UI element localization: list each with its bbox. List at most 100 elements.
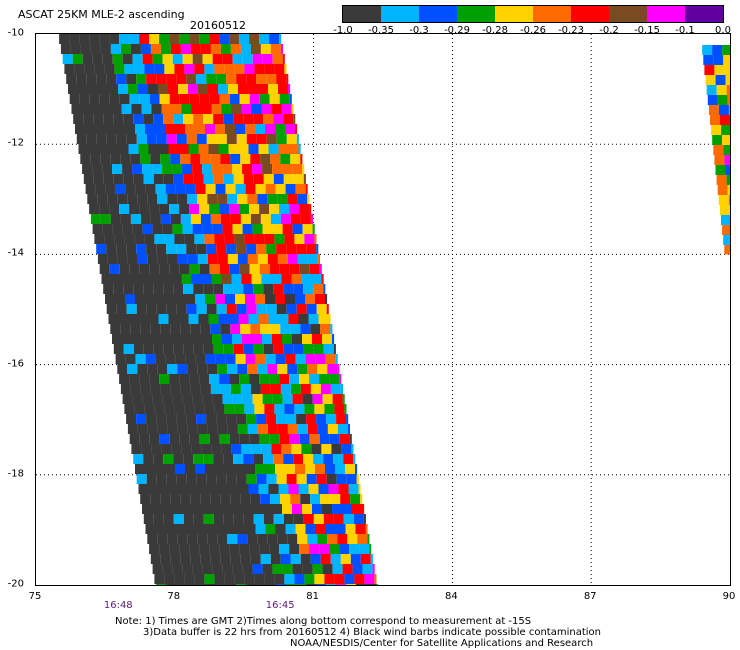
- heatmap-cell: [259, 264, 270, 274]
- heatmap-cell: [203, 284, 214, 294]
- heatmap-cell: [68, 84, 78, 94]
- heatmap-cell: [337, 534, 348, 544]
- heatmap-cell: [250, 44, 261, 54]
- heatmap-cell: [184, 64, 195, 74]
- heatmap-cell: [179, 34, 190, 44]
- heatmap-cell: [118, 144, 129, 154]
- heatmap-cell: [127, 194, 138, 204]
- heatmap-cell: [138, 144, 149, 154]
- heatmap-cell: [317, 364, 328, 374]
- heatmap-cell: [313, 344, 324, 354]
- heatmap-cell: [208, 484, 219, 494]
- heatmap-cell: [237, 194, 248, 204]
- heatmap-cell: [152, 54, 163, 64]
- heatmap-cell: [323, 284, 326, 294]
- heatmap-cell: [201, 274, 212, 284]
- heatmap-cell: [272, 164, 283, 174]
- heatmap-cell: [166, 134, 177, 144]
- heatmap-cell: [727, 185, 730, 195]
- heatmap-cell: [274, 574, 285, 584]
- heatmap-cell: [119, 34, 130, 44]
- heatmap-cell: [249, 34, 260, 44]
- heatmap-cell: [726, 85, 730, 95]
- heatmap-cell: [92, 164, 103, 174]
- heatmap-cell: [147, 534, 158, 544]
- heatmap-cell: [236, 244, 247, 254]
- heatmap-cell: [166, 244, 177, 254]
- heatmap-cell: [142, 504, 152, 514]
- heatmap-cell: [146, 74, 157, 84]
- heatmap-cell: [266, 414, 277, 424]
- heatmap-cell: [118, 314, 129, 324]
- heatmap-cell: [104, 64, 115, 74]
- heatmap-cell: [149, 434, 160, 444]
- heatmap-cell: [317, 424, 328, 434]
- heatmap-cell: [235, 124, 245, 134]
- heatmap-cell: [168, 484, 179, 494]
- heatmap-cell: [83, 174, 94, 184]
- heatmap-cell: [356, 584, 367, 585]
- heatmap-cell: [182, 394, 193, 404]
- heatmap-cell: [245, 524, 256, 534]
- heatmap-cell: [173, 174, 184, 184]
- heatmap-cell: [132, 164, 143, 174]
- heatmap-cell: [240, 494, 251, 504]
- heatmap-cell: [259, 434, 270, 444]
- heatmap-cell: [164, 64, 175, 74]
- heatmap-cell: [296, 414, 307, 424]
- heatmap-cell: [316, 304, 327, 314]
- heatmap-cell: [89, 204, 100, 214]
- heatmap-cell: [101, 104, 112, 114]
- heatmap-cell: [184, 234, 195, 244]
- heatmap-cell: [334, 404, 345, 414]
- heatmap-cell: [319, 264, 322, 274]
- heatmap-cell: [194, 404, 205, 414]
- heatmap-cell: [142, 334, 152, 344]
- heatmap-cell: [230, 384, 241, 394]
- heatmap-cell: [226, 474, 237, 484]
- heatmap-cell: [119, 204, 130, 214]
- heatmap-cell: [173, 284, 184, 294]
- heatmap-cell: [297, 254, 308, 264]
- heatmap-cell: [343, 454, 354, 464]
- heatmap-cell: [242, 54, 253, 64]
- heatmap-cell: [705, 75, 716, 85]
- heatmap-cell: [298, 314, 309, 324]
- heatmap-cell: [276, 244, 287, 254]
- heatmap-cell: [60, 44, 71, 54]
- heatmap-cell: [239, 94, 250, 104]
- heatmap-cell: [155, 524, 166, 534]
- heatmap-cell: [76, 74, 87, 84]
- heatmap-cell: [123, 114, 134, 124]
- heatmap-cell: [223, 114, 234, 124]
- heatmap-cell: [303, 284, 314, 294]
- heatmap-cell: [289, 204, 300, 214]
- heatmap-cell: [73, 114, 84, 124]
- heatmap-cell: [256, 304, 267, 314]
- heatmap-cell: [197, 254, 208, 264]
- heatmap-cell: [143, 114, 154, 124]
- heatmap-cell: [728, 105, 730, 115]
- heatmap-cell: [292, 164, 303, 174]
- heatmap-cell: [195, 124, 205, 134]
- heatmap-cell: [323, 344, 334, 354]
- heatmap-cell: [92, 224, 103, 234]
- heatmap-cell: [140, 384, 151, 394]
- heatmap-cell: [353, 514, 364, 524]
- heatmap-cell: [708, 105, 719, 115]
- heatmap-cell: [329, 544, 340, 554]
- heatmap-cell: [254, 234, 265, 244]
- heatmap-cell: [122, 224, 133, 234]
- heatmap-cell: [136, 304, 147, 314]
- heatmap-cell: [193, 174, 204, 184]
- heatmap-cell: [316, 474, 327, 484]
- heatmap-cell: [322, 334, 332, 344]
- heatmap-cell: [193, 344, 204, 354]
- heatmap-cell: [274, 234, 285, 244]
- heatmap-cell: [197, 424, 208, 434]
- heatmap-cell: [362, 564, 373, 574]
- heatmap-cell: [357, 534, 368, 544]
- heatmap-cell: [188, 484, 199, 494]
- heatmap-cell: [79, 94, 90, 104]
- heatmap-cell: [210, 324, 221, 334]
